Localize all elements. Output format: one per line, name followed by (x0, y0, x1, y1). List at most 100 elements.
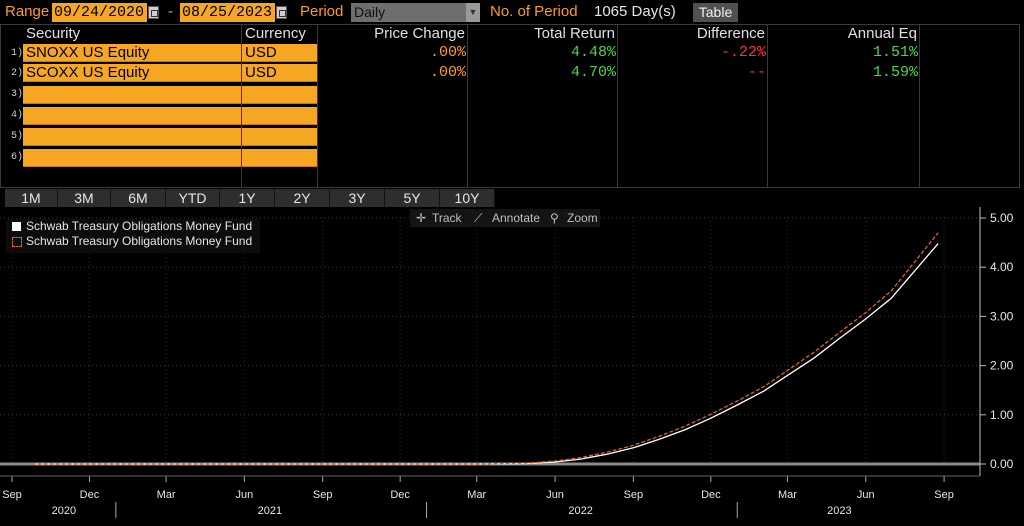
security-input[interactable] (23, 149, 241, 167)
period-label: Period (300, 3, 344, 20)
security-name: SCOXX US Equity (26, 64, 150, 81)
end-calendar-icon[interactable] (276, 6, 287, 19)
legend-swatch-dashed (12, 237, 22, 247)
currency-value: USD (245, 64, 277, 81)
currency-input[interactable] (242, 107, 317, 125)
period-button-1y[interactable]: 1Y (220, 189, 275, 207)
total-return-value: 4.48% (570, 44, 616, 61)
x-tick-label: Sep (313, 489, 333, 501)
x-tick-label: Jun (857, 489, 875, 501)
security-input[interactable] (23, 107, 241, 125)
x-tick-label: Dec (80, 489, 100, 501)
x-year-label: 2023 (827, 505, 851, 517)
header-security: Security (26, 25, 81, 42)
currency-input[interactable]: USD (242, 44, 317, 62)
legend-item[interactable]: Schwab Treasury Obligations Money Fund (6, 219, 260, 234)
period-button-1m[interactable]: 1M (5, 189, 58, 207)
period-button-10y[interactable]: 10Y (440, 189, 495, 207)
header-currency: Currency (245, 25, 306, 42)
y-tick-label: 5.00 (990, 211, 1014, 225)
difference-value: -- (747, 64, 766, 81)
chart-toolbar: ✛ Track ⟋ Annotate ⚲ Zoom (410, 209, 600, 227)
grid-divider (317, 24, 318, 188)
period-button-2y[interactable]: 2Y (275, 189, 330, 207)
zoom-icon[interactable]: ⚲ (550, 211, 559, 225)
security-input[interactable] (23, 128, 241, 146)
x-year-label: 2020 (52, 505, 76, 517)
chart-legend: Schwab Treasury Obligations Money Fund S… (6, 219, 260, 253)
performance-chart[interactable]: 5.00 4.00 3.00 2.00 1.00 0.00 Sep Dec Mar Jun Sep D… (0, 207, 1024, 526)
y-tick-label: 2.00 (990, 359, 1014, 373)
row-number: 1) (11, 48, 24, 59)
header-annual-eq: Annual Eq (847, 25, 917, 42)
row-number: 6) (11, 152, 24, 163)
security-input[interactable]: SCOXX US Equity (23, 64, 241, 82)
track-icon[interactable]: ✛ (416, 211, 427, 225)
period-button-ytd[interactable]: YTD (166, 189, 220, 207)
row-number: 4) (11, 110, 24, 121)
currency-input[interactable] (242, 128, 317, 146)
grid-divider (467, 24, 468, 188)
security-name: SNOXX US Equity (26, 44, 150, 61)
series-line-scoxx (31, 232, 939, 465)
x-tick-label: Jun (236, 489, 254, 501)
x-tick-label: Sep (2, 489, 22, 501)
x-tick-label: Mar (157, 489, 176, 501)
grid-divider (241, 24, 242, 188)
security-input[interactable] (23, 86, 241, 104)
x-tick-label: Dec (701, 489, 721, 501)
num-period-label: No. of Period (490, 3, 578, 20)
x-tick-label: Jun (546, 489, 564, 501)
row-number: 3) (11, 89, 24, 100)
price-change-value: .00% (429, 44, 466, 61)
x-year-label: 2021 (258, 505, 282, 517)
total-return-value: 4.70% (570, 64, 616, 81)
grid-divider (617, 24, 618, 188)
price-change-value: .00% (429, 64, 466, 81)
annual-eq-value: 1.51% (872, 44, 918, 61)
range-dash: - (168, 3, 173, 20)
header-difference: Difference (696, 25, 765, 42)
chevron-down-icon[interactable]: ▼ (466, 3, 480, 22)
start-date-field[interactable]: 09/24/2020 (52, 3, 147, 22)
grid-divider (767, 24, 768, 188)
annotate-icon[interactable]: ⟋ (474, 211, 483, 225)
period-button-5y[interactable]: 5Y (385, 189, 440, 207)
period-button-3m[interactable]: 3M (58, 189, 111, 207)
y-tick-label: 0.00 (990, 457, 1014, 471)
x-tick-label: Mar (778, 489, 797, 501)
start-calendar-icon[interactable] (148, 6, 159, 19)
legend-item[interactable]: Schwab Treasury Obligations Money Fund (6, 234, 260, 249)
zoom-button[interactable]: Zoom (567, 211, 598, 225)
currency-input[interactable] (242, 149, 317, 167)
end-date-field[interactable]: 08/25/2023 (180, 3, 275, 22)
series-line-snoxx (31, 243, 939, 465)
track-button[interactable]: Track (432, 211, 462, 225)
x-tick-label: Sep (934, 489, 954, 501)
x-year-label: 2022 (568, 505, 592, 517)
annotate-button[interactable]: Annotate (492, 211, 541, 225)
period-dropdown[interactable]: Daily (351, 3, 466, 22)
x-tick-label: Dec (390, 489, 410, 501)
y-tick-label: 4.00 (990, 260, 1014, 274)
x-tick-label: Sep (624, 489, 644, 501)
period-button-3y[interactable]: 3Y (330, 189, 385, 207)
currency-input[interactable]: USD (242, 64, 317, 82)
header-price-change: Price Change (374, 25, 465, 42)
table-button[interactable]: Table (693, 3, 738, 22)
security-grid (0, 24, 1020, 188)
y-tick-label: 3.00 (990, 309, 1014, 323)
security-input[interactable]: SNOXX US Equity (23, 44, 241, 62)
period-button-6m[interactable]: 6M (111, 189, 166, 207)
legend-label: Schwab Treasury Obligations Money Fund (26, 219, 253, 233)
annual-eq-value: 1.59% (872, 64, 918, 81)
row-number: 5) (11, 131, 24, 142)
legend-swatch-solid (12, 222, 21, 231)
grid-divider (919, 24, 920, 188)
header-total-return: Total Return (534, 25, 615, 42)
x-tick-label: Mar (467, 489, 486, 501)
range-label: Range (5, 3, 50, 20)
legend-label: Schwab Treasury Obligations Money Fund (26, 234, 253, 248)
row-number: 2) (11, 68, 24, 79)
currency-input[interactable] (242, 86, 317, 104)
